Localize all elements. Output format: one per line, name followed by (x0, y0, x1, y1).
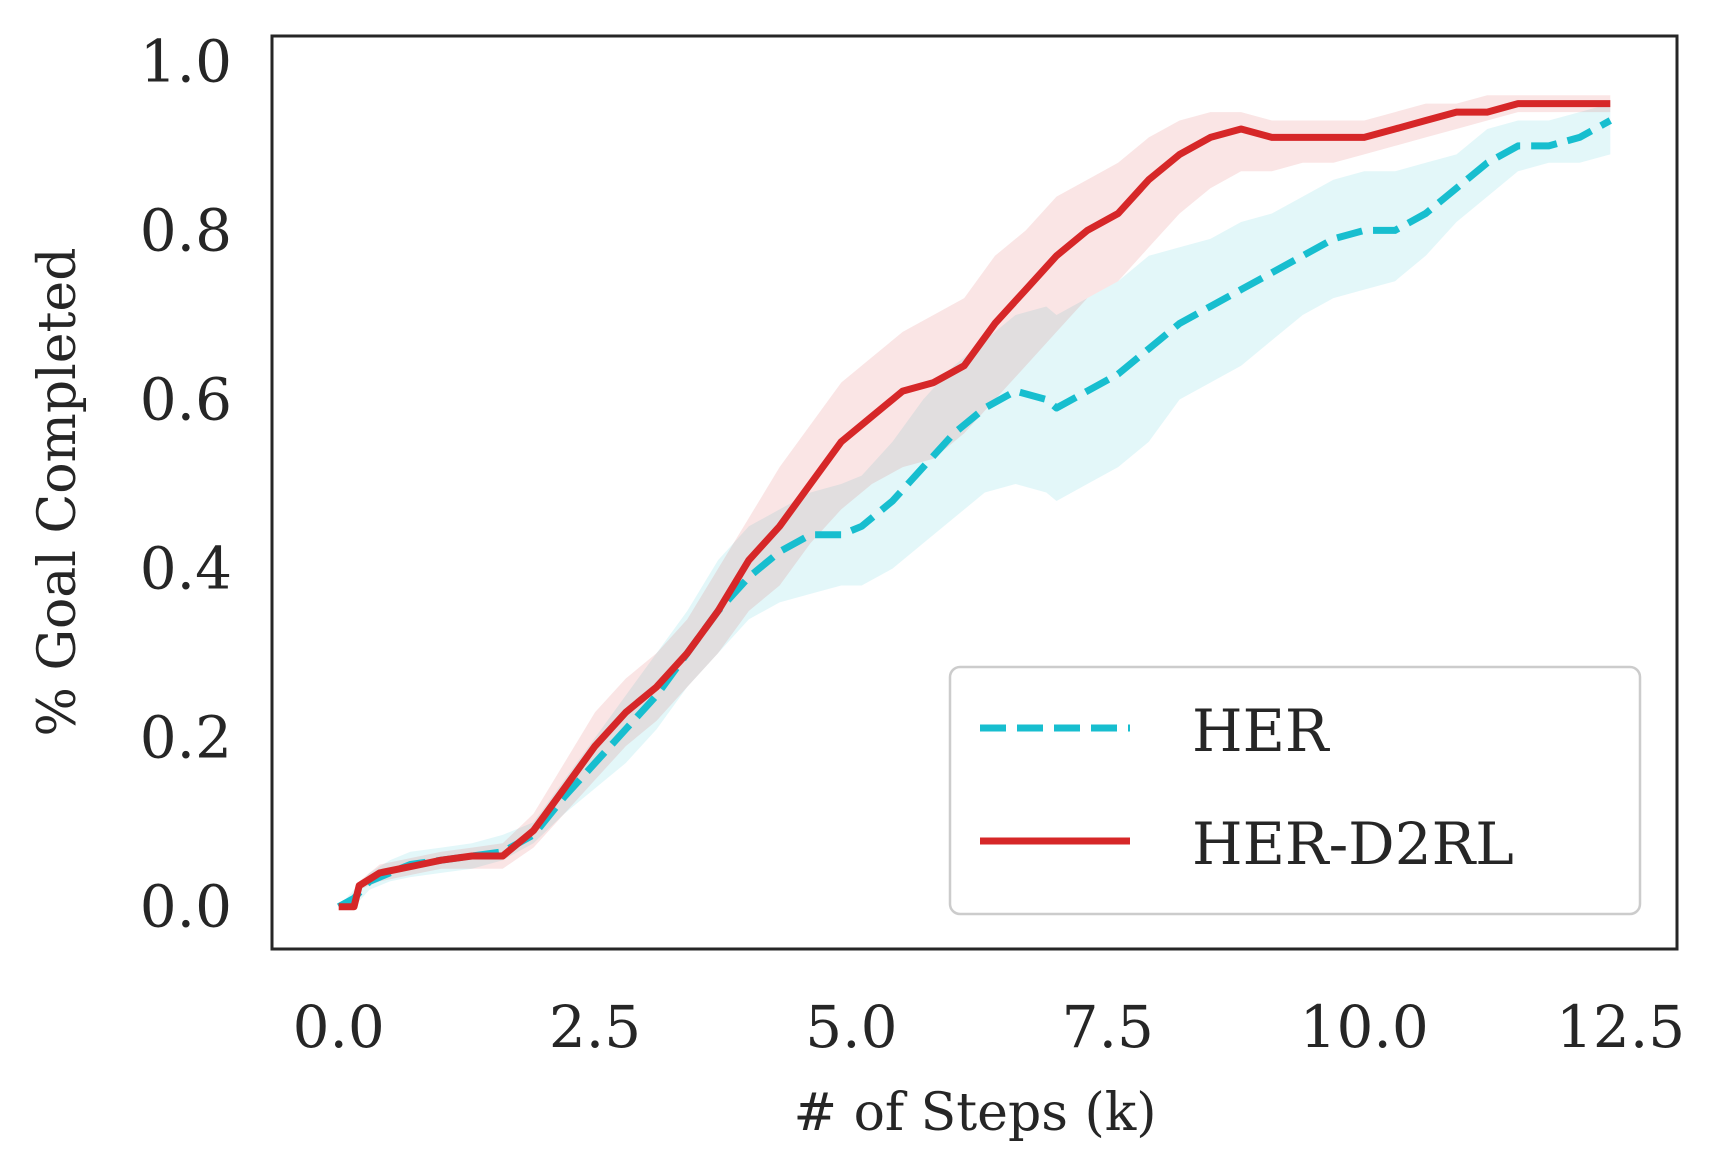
y-tick-label: 0.0 (140, 873, 232, 941)
band-her-d2rl (338, 95, 1611, 907)
x-tick-label: 0.0 (293, 993, 385, 1061)
y-tick-label: 0.6 (140, 366, 232, 434)
legend-label-her: HER (1192, 697, 1331, 765)
y-tick-label: 0.8 (140, 196, 232, 264)
x-tick-label: 12.5 (1556, 993, 1685, 1061)
x-tick-label: 5.0 (805, 993, 897, 1061)
plot-frame (270, 34, 1679, 951)
x-tick-label: 2.5 (549, 993, 641, 1061)
y-tick-label: 1.0 (140, 27, 232, 95)
y-axis-ticks: 0.0 0.2 0.4 0.6 0.8 1.0 (140, 27, 232, 940)
legend: HER HER-D2RL (948, 665, 1642, 916)
legend-box (948, 665, 1642, 916)
x-axis-title: # of Steps (k) (793, 1083, 1156, 1143)
y-tick-label: 0.2 (140, 704, 232, 772)
series-lines (337, 100, 1612, 911)
x-tick-label: 10.0 (1300, 993, 1429, 1061)
confidence-bands (338, 95, 1611, 907)
x-tick-label: 7.5 (1062, 993, 1154, 1061)
x-axis-ticks: 0.0 2.5 5.0 7.5 10.0 12.5 (293, 993, 1686, 1061)
legend-label-her-d2rl: HER-D2RL (1192, 810, 1514, 878)
band-her (338, 103, 1611, 907)
y-tick-label: 0.4 (140, 535, 232, 603)
y-axis-title: % Goal Completed (28, 248, 88, 737)
line-her-d2rl (338, 100, 1611, 911)
